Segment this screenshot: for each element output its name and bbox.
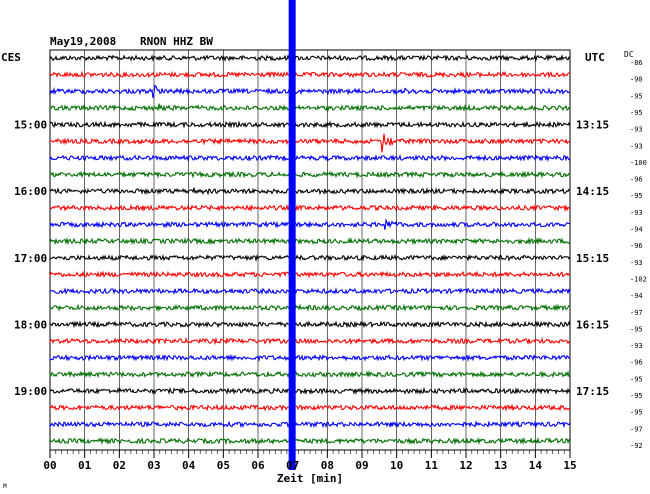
time-marker-layer — [288, 0, 296, 470]
trace-row-13 — [49, 270, 571, 279]
left-hour-label: 19:00 — [14, 385, 47, 398]
x-tick-label: 14 — [529, 459, 543, 472]
grid-layer — [49, 49, 571, 458]
x-tick-label: 05 — [217, 459, 230, 472]
dc-offset-label: -95 — [630, 409, 643, 417]
station-label: RNON HHZ BW — [140, 35, 213, 48]
x-tick-label: 08 — [321, 459, 334, 472]
trace-row-7 — [49, 170, 571, 179]
x-tick-label: 09 — [355, 459, 368, 472]
x-tick-label: 10 — [390, 459, 403, 472]
dc-offset-label: -93 — [630, 342, 643, 350]
x-tick-label: 13 — [494, 459, 507, 472]
trace-row-23 — [49, 436, 571, 446]
labels-layer: May19,2008 RNON HHZ BW CES UTC DC Zeit [… — [1, 35, 647, 490]
x-tick-label: 00 — [43, 459, 56, 472]
trace-row-2 — [49, 84, 570, 99]
trace-row-10 — [49, 218, 571, 230]
dc-offset-label: -102 — [630, 275, 647, 283]
dc-offset-label: -100 — [630, 159, 647, 167]
dc-label: DC — [624, 50, 634, 59]
dc-offset-label: -92 — [630, 442, 643, 450]
left-hour-label: 15:00 — [14, 119, 47, 132]
x-tick-label: 15 — [563, 459, 576, 472]
dc-offset-label: -96 — [630, 242, 643, 250]
x-tick-label: 04 — [182, 459, 196, 472]
trace-row-16 — [49, 320, 571, 329]
dc-offset-label: -95 — [630, 392, 643, 400]
trace-row-14 — [49, 286, 571, 296]
right-hour-label: 15:15 — [576, 252, 609, 265]
x-tick-label: 02 — [113, 459, 126, 472]
trace-row-22 — [49, 420, 571, 429]
right-hour-label: 13:15 — [576, 119, 609, 132]
dc-offset-label: -93 — [630, 259, 643, 267]
trace-row-11 — [49, 236, 571, 246]
trace-row-20 — [49, 386, 571, 396]
trace-row-0 — [49, 54, 571, 63]
trace-row-21 — [49, 403, 571, 412]
trace-row-18 — [49, 353, 571, 363]
time-marker-bar — [288, 0, 296, 470]
dc-offset-label: -97 — [630, 425, 643, 433]
trace-row-5 — [49, 133, 571, 153]
trace-row-1 — [49, 70, 570, 79]
right-timezone-label: UTC — [585, 51, 605, 64]
dc-offset-label: -95 — [630, 92, 643, 100]
dc-offset-label: -94 — [630, 292, 643, 300]
x-axis-title: Zeit [min] — [277, 472, 343, 485]
date-label: May19,2008 — [50, 35, 116, 48]
dc-offset-label: -93 — [630, 126, 643, 134]
trace-row-17 — [49, 336, 571, 346]
right-hour-label: 17:15 — [576, 385, 609, 398]
right-hour-label: 16:15 — [576, 318, 609, 331]
dc-offset-label: -95 — [630, 325, 643, 333]
right-hour-label: 14:15 — [576, 185, 609, 198]
dc-offset-label: -93 — [630, 142, 643, 150]
trace-row-12 — [49, 253, 571, 263]
dc-offset-label: -90 — [630, 76, 643, 84]
x-tick-label: 12 — [459, 459, 472, 472]
trace-row-3 — [49, 103, 571, 112]
dc-offset-label: -95 — [630, 375, 643, 383]
left-timezone-label: CES — [1, 51, 21, 64]
trace-row-6 — [49, 153, 571, 162]
x-tick-label: 07 — [286, 459, 299, 472]
x-tick-label: 01 — [78, 459, 92, 472]
dc-offset-label: -86 — [630, 59, 643, 67]
corner-mark: M — [3, 483, 7, 490]
trace-row-15 — [49, 303, 571, 313]
trace-row-4 — [49, 120, 571, 129]
dc-offset-label: -93 — [630, 209, 643, 217]
x-tick-label: 03 — [147, 459, 160, 472]
left-hour-label: 16:00 — [14, 185, 47, 198]
trace-row-9 — [49, 203, 571, 213]
dc-offset-label: -95 — [630, 109, 643, 117]
dc-offset-label: -97 — [630, 309, 643, 317]
left-hour-label: 18:00 — [14, 318, 47, 331]
x-tick-label: 11 — [425, 459, 439, 472]
dc-offset-label: -95 — [630, 192, 643, 200]
trace-row-19 — [49, 370, 571, 379]
dc-offset-label: -96 — [630, 359, 643, 367]
dc-offset-label: -96 — [630, 176, 643, 184]
trace-row-8 — [49, 187, 571, 196]
x-tick-label: 06 — [251, 459, 265, 472]
traces-layer — [49, 54, 571, 446]
dc-offset-label: -94 — [630, 226, 643, 234]
left-hour-label: 17:00 — [14, 252, 47, 265]
